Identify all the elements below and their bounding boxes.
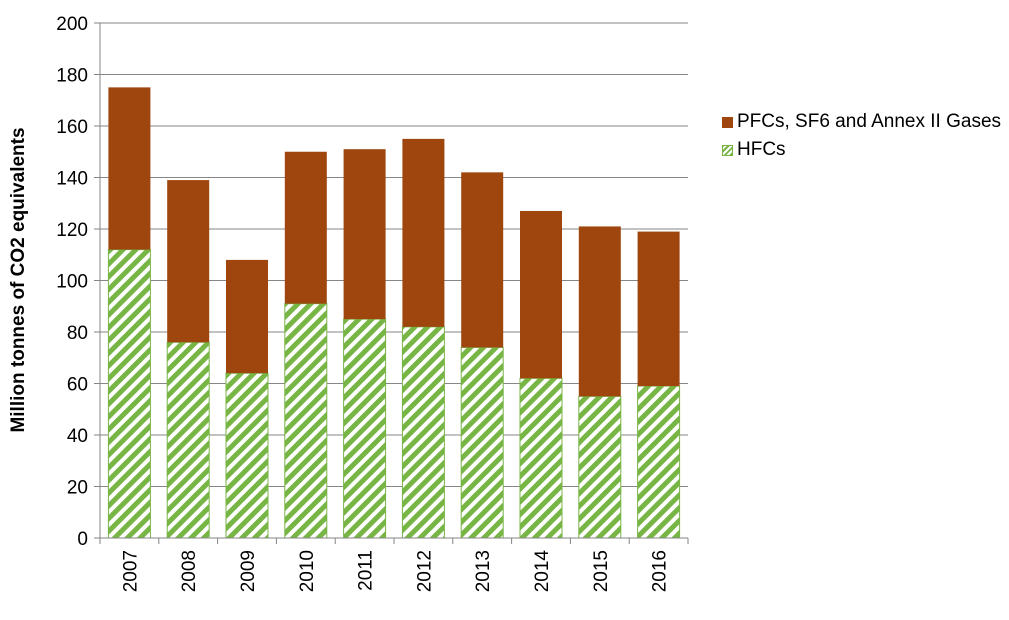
legend-label: HFCs [737,139,786,160]
bar-segment [520,210,562,379]
x-tick-label: 2010 [297,550,318,592]
y-tick-label: 200 [56,14,88,35]
x-tick-label: 2016 [650,550,671,592]
bar-segment [402,138,445,327]
bar-segment [226,259,268,374]
bar-segment [284,151,327,304]
bar-segment [284,303,328,539]
y-tick-label: 100 [56,272,88,293]
y-tick-label: 80 [67,323,88,344]
legend: PFCs, SF6 and Annex II Gases HFCs [722,110,1002,166]
legend-item: PFCs, SF6 and Annex II Gases [722,110,1002,134]
bar-segment [578,226,621,397]
bar-segment [637,385,681,539]
y-tick-label: 20 [67,478,88,499]
x-tick-label: 2009 [238,550,259,592]
y-tick-label: 160 [56,117,88,138]
y-tick-label: 60 [67,375,88,396]
bar-segment [461,172,504,348]
legend-swatch [722,117,733,128]
x-tick-label: 2013 [473,550,494,592]
bar-segment [637,231,680,387]
x-tick-label: 2012 [414,550,435,592]
bar-segment [166,341,210,539]
legend-item: HFCs [722,138,1002,162]
x-tick-label: 2015 [591,550,612,592]
x-tick-label: 2008 [179,550,200,592]
bar-segment [343,318,387,539]
x-tick-label: 2007 [120,550,141,592]
bar-segment [107,249,151,539]
bar-segment [108,87,151,250]
bar-segment [401,326,445,539]
legend-swatch [722,145,733,156]
y-axis-label: Million tonnes of CO2 equivalents [8,127,29,432]
bar-segment [167,180,210,343]
bar-segment [225,372,269,539]
y-tick-label: 180 [56,66,88,87]
y-tick-label: 40 [67,426,88,447]
legend-label: PFCs, SF6 and Annex II Gases [737,111,1002,132]
y-tick-label: 140 [56,169,88,190]
bar-segment [578,395,622,539]
bar-segment [460,346,504,539]
bar-segment [519,377,563,539]
bar-segment [343,149,386,320]
x-tick-label: 2014 [532,550,553,593]
x-tick-label: 2011 [356,550,377,591]
y-tick-label: 0 [77,529,88,550]
y-tick-label: 120 [56,220,88,241]
